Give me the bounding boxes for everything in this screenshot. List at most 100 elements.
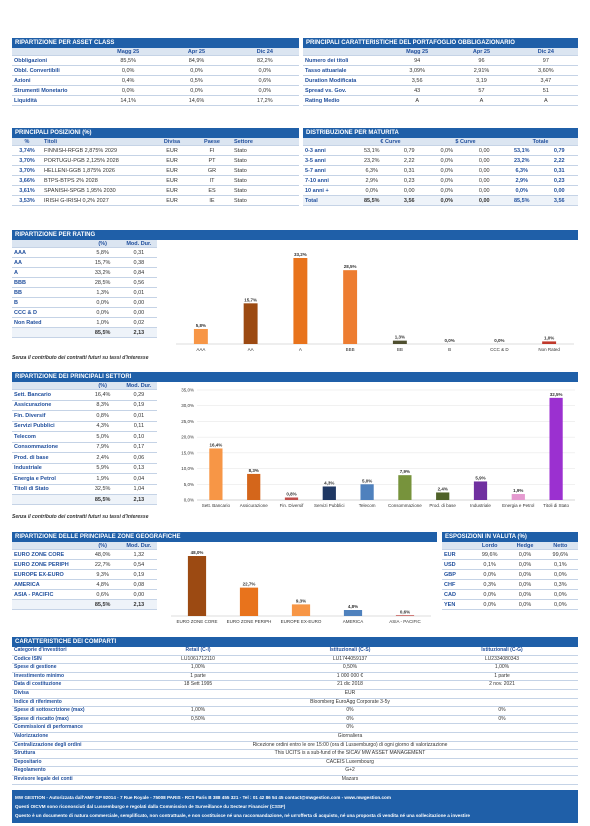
table-cell: Dic 24 [230,48,299,56]
data-label: 33,2% [294,252,307,257]
x-tick-label: Energia e Petrol [502,503,534,508]
table-cell: 0,0% [472,599,508,610]
table-row: Depositario CACEIS Luxembourg [12,758,578,768]
x-tick-label: Consommazione [388,503,422,508]
table-cell: Totale [503,138,578,146]
table-row: Spese di gestione 1,00% 0,50% 1,00% [12,663,578,673]
table-cell: Stato [232,145,299,156]
table-cell: Stato [232,195,299,206]
table-cell: 0,00 [465,175,503,186]
table-cell: 0,10 [120,431,157,443]
table-body: Magg 25 Apr 25 Dic 24 Obbligazioni 85,5% 84,9… [12,48,299,106]
table-cell: LU1061712110 [122,655,274,665]
table: Categorie d'investitori Retail (C-I) Istit… [12,647,578,785]
table-cell: 96 [449,55,514,66]
table-cell: 3,61% [12,185,42,196]
data-label: 1,0% [544,335,554,340]
footer-line: Questi OICVM sono riconosciuti dal Lusse… [15,804,286,809]
table-cell: 0,3% [472,579,508,590]
table-cell: 0,0% [230,65,299,76]
table-cell: 0,0% [507,589,543,600]
table-cell: Categorie d'investitori [12,647,122,656]
table-cell [12,327,85,338]
table-cell: Lordo [472,542,508,550]
table-row: Rating Medio A A A [303,95,578,106]
table-cell [442,542,472,550]
table-row: AMERICA 4,8% 0,08 [12,579,157,590]
table-row: Lordo Hedge Netto [442,542,578,550]
table-row: Spese di sottoscrizione (max) 1,00% 0% 0% [12,706,578,716]
x-tick-label: Prod. di base [429,503,456,508]
table-row: EURO ZONE PERIPH 22,7% 0,54 [12,559,157,570]
table-cell: IE [192,195,232,206]
table-row: Servizi Pubblici 4,3% 0,11 [12,421,157,432]
table-cell: Fin. Diversif [12,410,85,422]
table-cell: Azioni [12,75,94,86]
table-cell: 2,91% [449,65,514,76]
data-label: 2,4% [438,486,448,491]
table-cell: 0% [274,715,426,725]
table-cell: SPANISH-SPGB 1,95% 2030 [42,185,152,196]
table-cell: 0,79 [390,145,428,156]
table-cell: EUR [152,155,192,166]
table-cell: Assicurazione [12,400,85,411]
x-tick-label: EURO ZONE CORE [176,619,217,624]
section-header: DISTRIBUZIONE PER MATURITA [303,128,578,138]
table-cell: G+2 [122,766,578,776]
x-tick-label: Telecom [359,503,376,508]
data-label: 28,5% [344,264,357,269]
table-row: CHF 0,3% 0,0% 0,3% [442,579,578,590]
section-header: RIPARTIZIONE PER ASSET CLASS [12,38,299,48]
table-cell: 17,2% [230,95,299,106]
table-cell: 5-7 anni [303,165,353,176]
table-cell: 0,0% [472,589,508,600]
table-cell: Consommazione [12,442,85,453]
table-cell: Magg 25 [385,48,450,56]
y-tick-label: 15,0% [181,450,194,455]
table-cell: GBP [442,569,472,580]
table-cell: 2,22 [390,155,428,166]
table-cell: (%) [84,542,121,550]
table-cell: EUR [122,689,578,699]
table-cell: Energia e Petrol [12,473,85,485]
table-cell [12,240,85,248]
table-cell: CCC & D [12,307,85,318]
table-cell: 3,19 [449,75,514,86]
table-cell: 0,0% [542,599,578,610]
x-tick-label: B [448,347,451,352]
table-cell [12,599,85,610]
table-row: Revisore legale dei conti Mazars [12,775,578,785]
table-row: 10 anni +0,0% 0,00 0,0% 0,00 0,0% 0,00 [303,185,578,196]
y-tick-label: 5,0% [184,482,194,487]
x-tick-label: Industriale [470,503,491,508]
table-row: Numero dei titoli 94 96 97 [303,55,578,66]
table-row: BB 1,3% 0,01 [12,287,157,298]
data-label: 1,3% [395,335,405,340]
table-cell: 3,53% [12,195,42,206]
table-cell: Bloomberg EuroAgg Corporate 3-5y [122,698,578,708]
table-row: Obbligazioni 85,5% 84,9% 82,2% [12,55,299,66]
table-cell: 0,0% [353,185,391,196]
table-cell: 5,9% [84,463,121,474]
table-cell: Ricezione ordini entro le ore 15:00 (ora… [122,741,578,751]
table-cell: ES [192,185,232,196]
table-cell: 0,00 [120,307,157,318]
table-cell: A [449,95,514,106]
table-cell: 0,06 [120,452,157,464]
table-row: Sett. Bancario 16,4% 0,29 [12,389,157,401]
table-row: AA 15,7% 0,38 [12,257,157,268]
x-tick-label: Titoli di Stato [543,503,569,508]
table-cell: 0,00 [120,297,157,308]
table-cell: LU1744059137 [274,655,426,665]
table-cell: 0,31 [120,247,157,258]
table-cell: 94 [385,55,450,66]
table-cell: 1 parte [122,672,274,682]
table-cell: EUR [152,145,192,156]
table: Lordo Hedge Netto EUR 99,6% 0,0% 99,6% USD 0,1% 0… [442,542,578,610]
data-label: 48,0% [191,550,204,555]
table-row: Magg 25 Apr 25 Dic 24 [303,48,578,56]
table-body: Lordo Hedge Netto EUR 99,6% 0,0% 99,6% USD 0,1% 0… [442,542,578,610]
table-cell: 21 dic 2018 [274,680,426,690]
table-cell: 10 anni + [303,185,353,196]
table-cell: 3,66% [12,175,42,186]
